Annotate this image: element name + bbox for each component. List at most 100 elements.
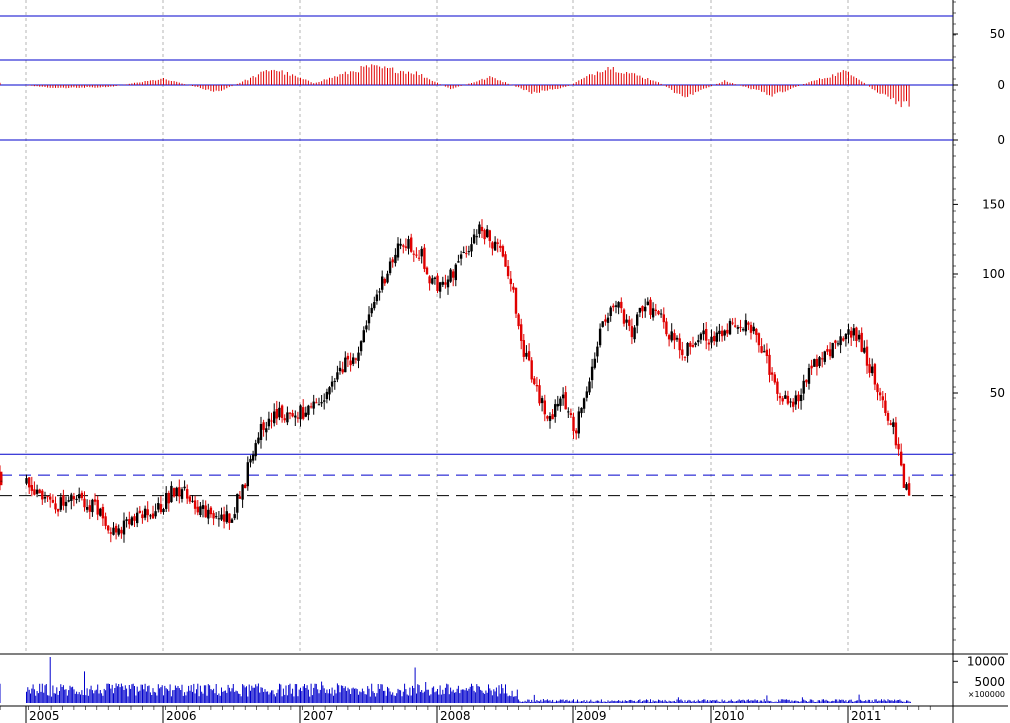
candle-up [273,411,276,424]
candle-down [107,525,110,531]
candle-down [270,420,273,422]
candle-up [467,251,471,253]
candle-down [842,338,845,341]
candle-down [346,355,350,360]
candle-down [109,532,112,534]
candle-up [143,508,147,518]
year-label-2008: 2008 [440,709,471,723]
candle-down [141,514,144,519]
candle-down [309,406,313,408]
candle-up [257,437,260,444]
candle-up [230,519,234,523]
candle-down [773,374,776,383]
candle-down [886,413,890,421]
candle-up [710,336,713,343]
candle-up [863,347,866,353]
candle-down [781,398,784,402]
candle-up [233,514,236,519]
candle-up [702,330,705,335]
candle-down [902,463,906,488]
candle-up [638,307,642,313]
candle-up [852,328,855,336]
price-panel [0,219,953,543]
candle-down [452,271,455,278]
candle-up [596,346,599,357]
candle-down [520,324,523,341]
candle-down [665,321,668,335]
candle-down [212,513,215,519]
candle-down [483,230,486,240]
macd-tick-0: 0 [997,133,1005,147]
candle-down [876,384,879,393]
candle-down [792,401,795,407]
candle-down [504,254,507,267]
candle-up [217,518,221,520]
candle-down [80,492,84,499]
candle-up [617,302,620,308]
candle-up [207,509,210,519]
candle-down [196,506,199,513]
candle-up [606,317,610,323]
candle-up [871,366,874,374]
candle-down [667,335,671,340]
candle-down [444,282,447,285]
candle-up [651,308,655,318]
year-label-2011: 2011 [851,709,882,723]
candle-up [699,333,703,340]
candle-up [407,239,410,249]
candle-up [470,244,473,252]
candle-up [598,328,602,346]
price-tick-50: 50 [990,386,1005,400]
volume-tick-5000: 5000 [974,675,1005,689]
candle-down [491,242,494,249]
candle-down [104,516,107,526]
candle-up [201,505,205,509]
candle-down [572,416,575,432]
candle-down [747,322,750,325]
candle-down [749,324,753,333]
candle-down [280,405,284,418]
candle-down [778,396,782,399]
candle-down [404,246,408,248]
plot-background [0,0,953,723]
candle-down [797,394,800,402]
candle-up [386,273,389,283]
candle-down [850,330,853,338]
candle-up [388,261,392,274]
candle-down [228,513,231,523]
candle-down [604,319,607,322]
candle-down [423,247,426,269]
candle-down [546,416,549,419]
candle-up [449,269,452,282]
year-label-2006: 2006 [166,709,197,723]
candle-down [878,392,882,396]
candle-down [436,275,439,291]
candle-up [548,416,552,421]
candle-down [275,409,278,419]
candle-up [694,343,697,345]
candle-up [251,454,255,461]
candle-up [752,326,755,332]
candle-up [259,424,263,440]
candle-up [367,314,371,324]
candle-up [85,507,89,510]
candle-down [391,259,394,263]
candle-down [428,276,431,284]
candle-down [527,351,531,361]
candle-up [249,458,252,463]
candle-down [770,372,774,375]
candle-up [78,494,81,499]
candle-down [538,385,541,404]
candle-up [381,276,384,290]
candle-up [362,330,365,343]
candle-down [496,242,499,244]
candle-up [718,330,721,334]
candle-down [238,496,242,499]
candle-down [678,338,681,351]
candle-up [585,391,588,398]
histogram-tick-0: 0 [997,78,1005,92]
candle-down [900,451,903,466]
candle-up [836,343,840,345]
candle-down [654,309,657,311]
